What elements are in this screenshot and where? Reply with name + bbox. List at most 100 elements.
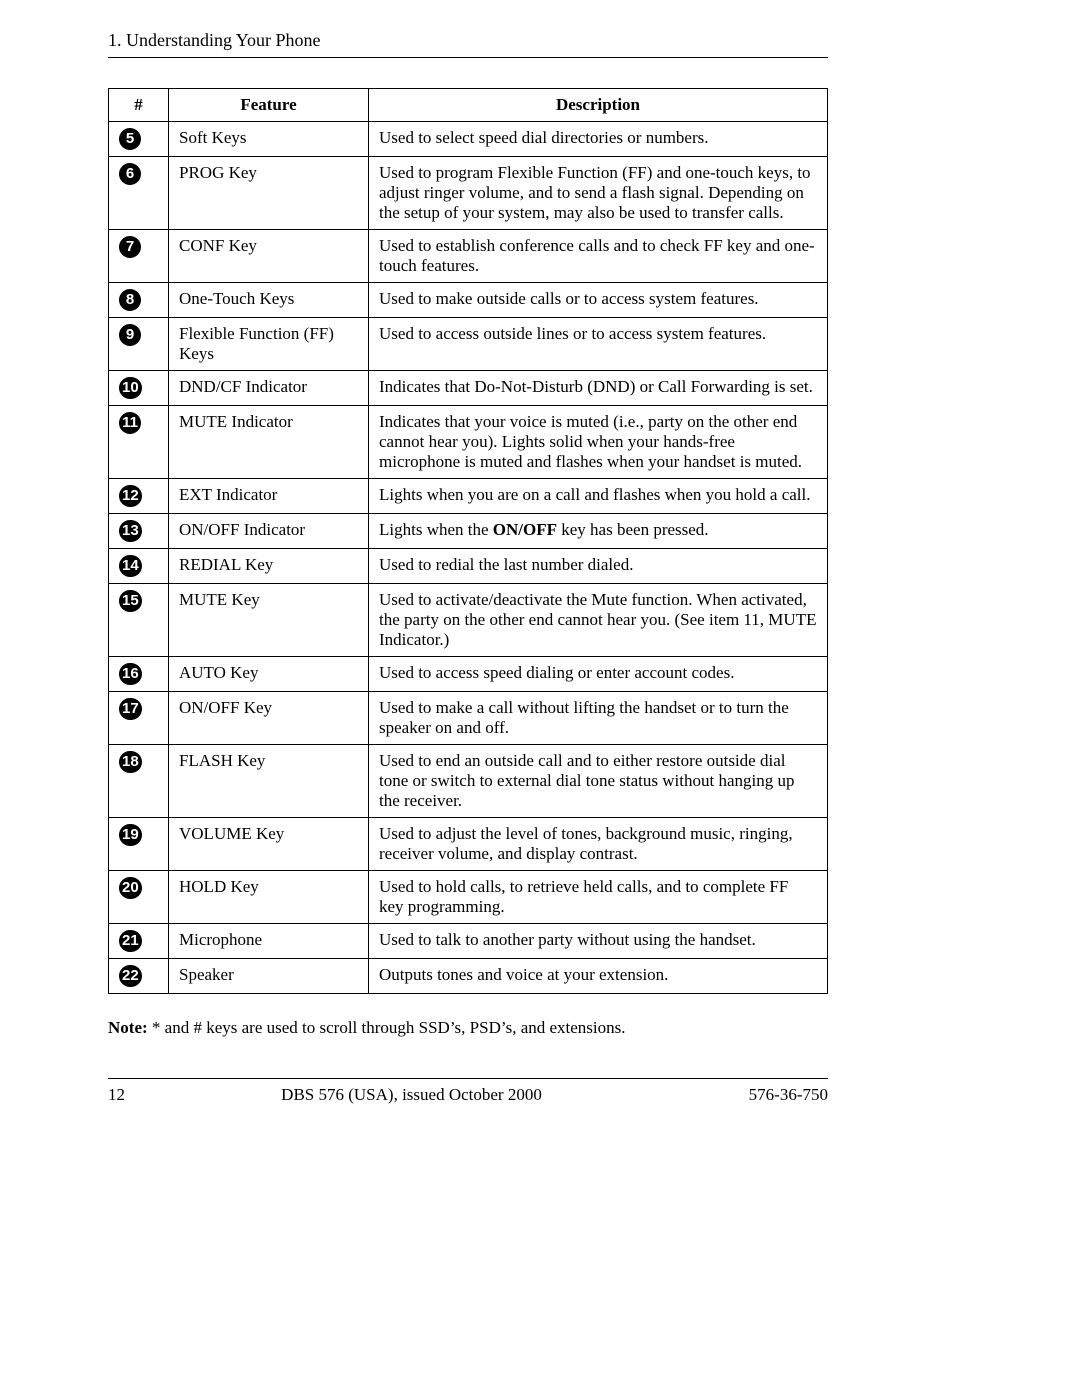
row-number-cell: 9 [109, 318, 169, 371]
description-cell: Used to program Flexible Function (FF) a… [369, 157, 828, 230]
description-cell: Used to talk to another party without us… [369, 924, 828, 959]
table-row: 19VOLUME KeyUsed to adjust the level of … [109, 818, 828, 871]
row-number-cell: 5 [109, 122, 169, 157]
table-header-row: # Feature Description [109, 89, 828, 122]
row-number-cell: 18 [109, 745, 169, 818]
number-badge: 5 [119, 128, 141, 150]
number-badge: 6 [119, 163, 141, 185]
description-cell: Used to end an outside call and to eithe… [369, 745, 828, 818]
feature-cell: EXT Indicator [169, 479, 369, 514]
number-badge: 12 [119, 485, 142, 507]
table-row: 9 Flexible Function (FF) KeysUsed to acce… [109, 318, 828, 371]
footer: 12 DBS 576 (USA), issued October 2000 57… [108, 1085, 828, 1105]
header-rule [108, 57, 828, 58]
table-row: 8One-Touch KeysUsed to make outside call… [109, 283, 828, 318]
footer-rule [108, 1078, 828, 1079]
description-cell: Used to access speed dialing or enter ac… [369, 657, 828, 692]
table-row: 10DND/CF IndicatorIndicates that Do-Not-… [109, 371, 828, 406]
table-row: 21 MicrophoneUsed to talk to another part… [109, 924, 828, 959]
number-badge: 22 [119, 965, 142, 987]
row-number-cell: 14 [109, 549, 169, 584]
table-row: 18FLASH KeyUsed to end an outside call a… [109, 745, 828, 818]
number-badge: 7 [119, 236, 141, 258]
col-feature: Feature [169, 89, 369, 122]
row-number-cell: 6 [109, 157, 169, 230]
feature-cell: DND/CF Indicator [169, 371, 369, 406]
number-badge: 20 [119, 877, 142, 899]
row-number-cell: 8 [109, 283, 169, 318]
feature-cell: Soft Keys [169, 122, 369, 157]
feature-cell: ON/OFF Indicator [169, 514, 369, 549]
description-cell: Used to redial the last number dialed. [369, 549, 828, 584]
table-row: 7 CONF KeyUsed to establish conference ca… [109, 230, 828, 283]
row-number-cell: 22 [109, 959, 169, 994]
description-cell: Used to make a call without lifting the … [369, 692, 828, 745]
number-badge: 9 [119, 324, 141, 346]
description-cell: Used to establish conference calls and t… [369, 230, 828, 283]
row-number-cell: 19 [109, 818, 169, 871]
section-title: 1. Understanding Your Phone [108, 30, 828, 51]
feature-cell: MUTE Key [169, 584, 369, 657]
number-badge: 21 [119, 930, 142, 952]
footer-center: DBS 576 (USA), issued October 2000 [125, 1085, 698, 1105]
description-cell: Used to select speed dial directories or… [369, 122, 828, 157]
table-row: 14 REDIAL KeyUsed to redial the last numb… [109, 549, 828, 584]
description-cell: Used to hold calls, to retrieve held cal… [369, 871, 828, 924]
feature-cell: Flexible Function (FF) Keys [169, 318, 369, 371]
col-num: # [109, 89, 169, 122]
row-number-cell: 20 [109, 871, 169, 924]
number-badge: 11 [119, 412, 141, 434]
row-number-cell: 11 [109, 406, 169, 479]
footer-right: 576-36-750 [698, 1085, 828, 1105]
description-cell: Lights when the ON/OFF key has been pres… [369, 514, 828, 549]
number-badge: 10 [119, 377, 142, 399]
feature-cell: ON/OFF Key [169, 692, 369, 745]
number-badge: 17 [119, 698, 142, 720]
row-number-cell: 15 [109, 584, 169, 657]
note-label: Note: [108, 1018, 148, 1037]
description-text: Lights when the [379, 520, 493, 539]
feature-cell: REDIAL Key [169, 549, 369, 584]
feature-cell: HOLD Key [169, 871, 369, 924]
description-cell: Indicates that your voice is muted (i.e.… [369, 406, 828, 479]
note: Note: * and # keys are used to scroll th… [108, 1018, 828, 1038]
number-badge: 18 [119, 751, 142, 773]
feature-cell: One-Touch Keys [169, 283, 369, 318]
note-text: * and # keys are used to scroll through … [148, 1018, 626, 1037]
table-row: 11 MUTE IndicatorIndicates that your voic… [109, 406, 828, 479]
row-number-cell: 13 [109, 514, 169, 549]
table-row: 12 EXT IndicatorLights when you are on a … [109, 479, 828, 514]
feature-cell: CONF Key [169, 230, 369, 283]
row-number-cell: 17 [109, 692, 169, 745]
table-row: 22 SpeakerOutputs tones and voice at your… [109, 959, 828, 994]
table-row: 6 PROG KeyUsed to program Flexible Functi… [109, 157, 828, 230]
feature-cell: Speaker [169, 959, 369, 994]
table-row: 5 Soft KeysUsed to select speed dial dire… [109, 122, 828, 157]
number-badge: 14 [119, 555, 142, 577]
description-bold: ON/OFF [493, 520, 557, 539]
col-description: Description [369, 89, 828, 122]
feature-cell: VOLUME Key [169, 818, 369, 871]
number-badge: 16 [119, 663, 142, 685]
number-badge: 13 [119, 520, 142, 542]
feature-table: # Feature Description 5Soft KeysUsed to … [108, 88, 828, 994]
feature-cell: Microphone [169, 924, 369, 959]
description-cell: Outputs tones and voice at your extensio… [369, 959, 828, 994]
table-row: 17 ON/OFF KeyUsed to make a call without … [109, 692, 828, 745]
feature-cell: PROG Key [169, 157, 369, 230]
number-badge: 8 [119, 289, 141, 311]
description-cell: Used to activate/deactivate the Mute fun… [369, 584, 828, 657]
row-number-cell: 10 [109, 371, 169, 406]
feature-cell: MUTE Indicator [169, 406, 369, 479]
table-row: 20 HOLD KeyUsed to hold calls, to retriev… [109, 871, 828, 924]
description-text: key has been pressed. [557, 520, 709, 539]
description-cell: Used to access outside lines or to acces… [369, 318, 828, 371]
row-number-cell: 21 [109, 924, 169, 959]
page-number: 12 [108, 1085, 125, 1105]
row-number-cell: 12 [109, 479, 169, 514]
number-badge: 15 [119, 590, 142, 612]
table-row: 15 MUTE KeyUsed to activate/deactivate th… [109, 584, 828, 657]
table-row: 16AUTO KeyUsed to access speed dialing o… [109, 657, 828, 692]
description-cell: Used to adjust the level of tones, backg… [369, 818, 828, 871]
description-cell: Lights when you are on a call and flashe… [369, 479, 828, 514]
